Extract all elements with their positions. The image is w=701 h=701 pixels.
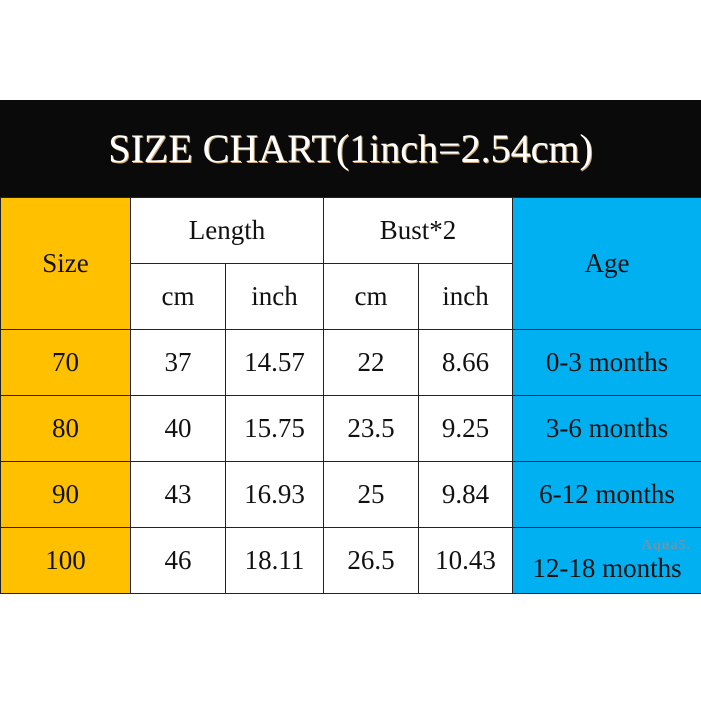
header-length-cm: cm bbox=[130, 263, 226, 330]
subheader-row: cm inch cm inch bbox=[1, 263, 701, 330]
cell-bust-cm: 26.5 bbox=[323, 527, 420, 594]
cell-age: 3-6 months bbox=[512, 395, 701, 462]
header-row: Size Length Bust*2 Age bbox=[0, 197, 701, 330]
cell-bust-inch: 9.84 bbox=[418, 461, 514, 528]
cell-bust-cm: 22 bbox=[323, 329, 420, 396]
table-row: 90 43 16.93 25 9.84 6-12 months bbox=[0, 461, 701, 528]
size-chart: SIZE CHART(1inch=2.54cm) Size Length Bus… bbox=[0, 100, 701, 594]
cell-age: 12-18 months bbox=[532, 553, 682, 583]
table-row: 80 40 15.75 23.5 9.25 3-6 months bbox=[0, 395, 701, 462]
cell-age: 0-3 months bbox=[512, 329, 701, 396]
cell-length-cm: 46 bbox=[130, 527, 226, 594]
chart-title: SIZE CHART(1inch=2.54cm) bbox=[0, 100, 701, 197]
cell-length-cm: 37 bbox=[130, 329, 226, 396]
header-bust: Bust*2 bbox=[323, 197, 514, 264]
header-age: Age bbox=[512, 197, 701, 330]
cell-bust-inch: 8.66 bbox=[418, 329, 514, 396]
cell-length-inch: 16.93 bbox=[224, 461, 325, 528]
watermark: Aqua5. bbox=[641, 538, 692, 553]
cell-bust-cm: 23.5 bbox=[323, 395, 420, 462]
cell-bust-inch: 9.25 bbox=[418, 395, 514, 462]
cell-length-inch: 14.57 bbox=[224, 329, 325, 396]
header-bust-inch: inch bbox=[418, 263, 514, 330]
cell-age-last: Aqua5. 12-18 months bbox=[512, 527, 701, 594]
table-row: 100 46 18.11 26.5 10.43 Aqua5. 12-18 mont… bbox=[0, 527, 701, 594]
cell-size: 80 bbox=[0, 395, 131, 462]
size-table: Size Length Bust*2 Age cm inch cm inch 7… bbox=[0, 197, 701, 594]
cell-length-inch: 18.11 bbox=[224, 527, 325, 594]
table-row: 70 37 14.57 22 8.66 0-3 months bbox=[0, 329, 701, 396]
cell-bust-cm: 25 bbox=[323, 461, 420, 528]
cell-length-cm: 43 bbox=[130, 461, 226, 528]
cell-length-inch: 15.75 bbox=[224, 395, 325, 462]
cell-age: 6-12 months bbox=[512, 461, 701, 528]
cell-bust-inch: 10.43 bbox=[418, 527, 514, 594]
cell-size: 90 bbox=[0, 461, 131, 528]
cell-size: 70 bbox=[0, 329, 131, 396]
header-size: Size bbox=[0, 197, 131, 330]
header-bust-cm: cm bbox=[323, 263, 420, 330]
header-length: Length bbox=[129, 197, 325, 264]
header-length-inch: inch bbox=[224, 263, 325, 330]
cell-size: 100 bbox=[0, 527, 131, 594]
cell-length-cm: 40 bbox=[130, 395, 226, 462]
